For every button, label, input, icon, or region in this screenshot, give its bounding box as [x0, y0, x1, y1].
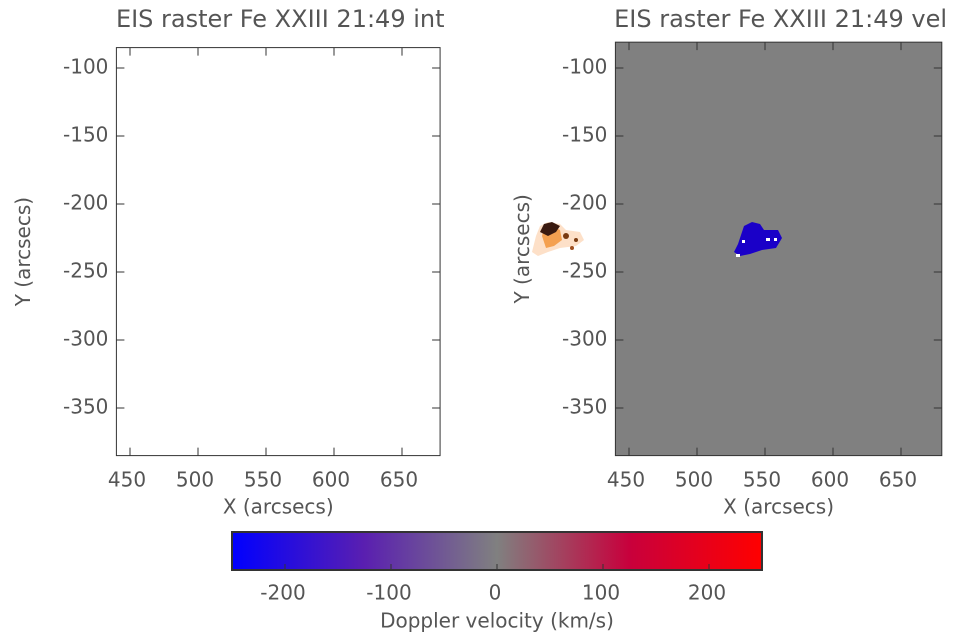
- y-tick-label: -350: [562, 395, 607, 419]
- x-tick-label: 550: [244, 468, 282, 492]
- x-axis-label: X (arcsecs): [223, 495, 334, 519]
- y-axis-label: Y (arcsecs): [510, 194, 534, 304]
- y-tick-label: -300: [63, 327, 108, 351]
- colorbar-tick-label: 200: [688, 581, 726, 605]
- panel-title: EIS raster Fe XXIII 21:49 int: [116, 5, 445, 33]
- colorbar-tick-label: -200: [260, 581, 305, 605]
- figure: EIS raster Fe XXIII 21:49 int X (arcsecs)…: [0, 0, 976, 637]
- y-tick-label: -100: [63, 55, 108, 79]
- x-tick-label: 650: [380, 468, 418, 492]
- plot-area: [615, 42, 941, 455]
- x-tick-label: 450: [607, 468, 645, 492]
- y-tick-label: -150: [63, 123, 108, 147]
- y-tick-label: -100: [562, 55, 607, 79]
- x-tick-label: 550: [743, 468, 781, 492]
- y-tick-label: -250: [63, 259, 108, 283]
- colorbar-tick-label: 100: [582, 581, 620, 605]
- y-tick-label: -250: [562, 259, 607, 283]
- y-tick-label: -200: [562, 191, 607, 215]
- panel-title: EIS raster Fe XXIII 21:49 vel: [614, 5, 947, 33]
- y-tick-label: -350: [63, 395, 108, 419]
- y-tick-label: -300: [562, 327, 607, 351]
- x-tick-label: 650: [879, 468, 917, 492]
- intensity-feature: [532, 222, 584, 256]
- x-tick-label: 500: [675, 468, 713, 492]
- x-tick-label: 500: [176, 468, 214, 492]
- plot-area: [116, 48, 440, 456]
- y-tick-label: -150: [562, 123, 607, 147]
- x-axis-label: X (arcsecs): [723, 495, 834, 519]
- colorbar-tick-label: 0: [489, 581, 502, 605]
- y-tick-label: -200: [63, 191, 108, 215]
- colorbar-label: Doppler velocity (km/s): [380, 609, 614, 633]
- x-tick-label: 600: [811, 468, 849, 492]
- x-tick-label: 600: [312, 468, 350, 492]
- y-axis-label: Y (arcsecs): [11, 197, 35, 307]
- colorbar-tick-label: -100: [366, 581, 411, 605]
- x-tick-label: 450: [108, 468, 146, 492]
